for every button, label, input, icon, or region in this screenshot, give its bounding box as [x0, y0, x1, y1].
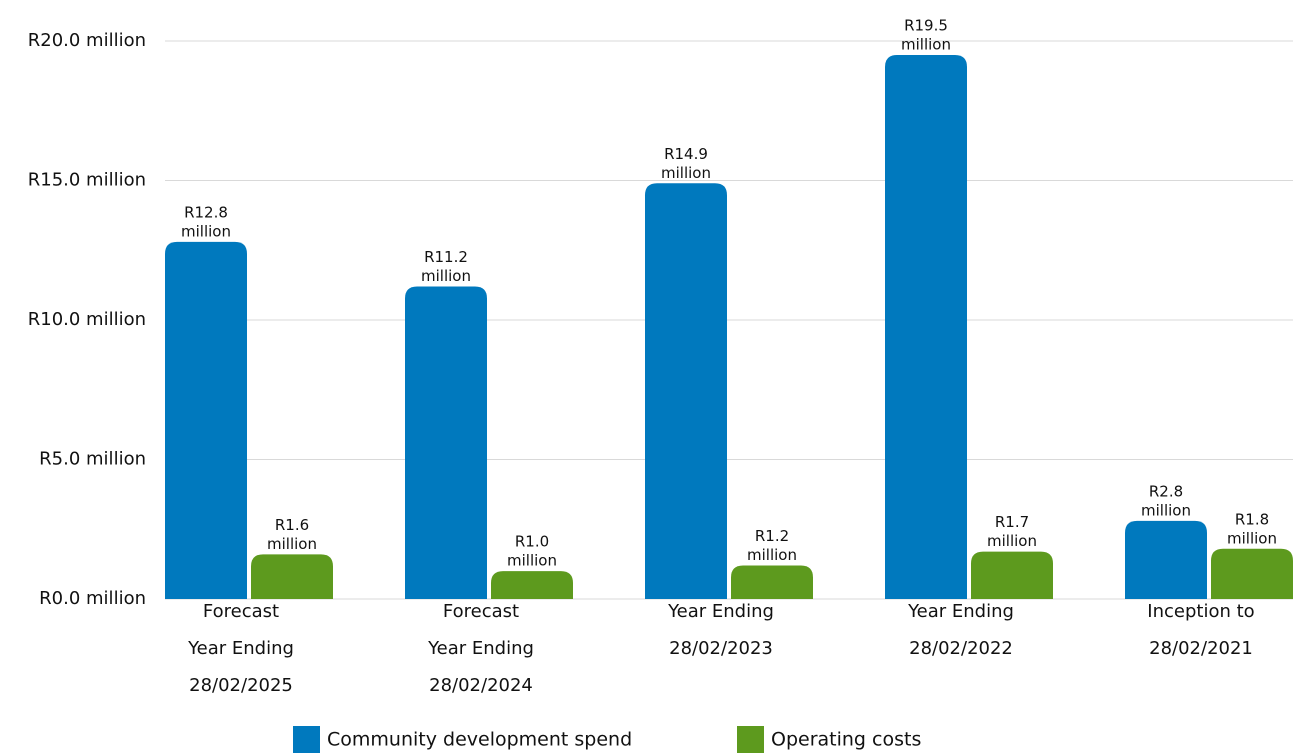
y-tick-label: R5.0 million	[39, 449, 146, 470]
legend-label: Community development spend	[327, 729, 632, 751]
data-label: million	[181, 222, 231, 240]
legend-swatch	[737, 726, 764, 753]
x-tick-label: 28/02/2021	[1149, 638, 1253, 659]
data-label: million	[1141, 501, 1191, 519]
data-label: million	[267, 535, 317, 553]
data-label: R12.8	[184, 203, 228, 221]
data-label: million	[987, 532, 1037, 550]
data-label: R11.2	[424, 248, 468, 266]
data-label: R2.8	[1149, 482, 1183, 500]
bar	[405, 286, 487, 599]
data-label: million	[421, 267, 471, 285]
x-tick-label: 28/02/2023	[669, 638, 773, 659]
legend-swatch	[293, 726, 320, 753]
bar	[251, 554, 333, 599]
bar	[971, 551, 1053, 599]
x-tick-label: Year Ending	[427, 638, 534, 659]
x-tick-label: Forecast	[203, 601, 279, 622]
bar	[1125, 520, 1207, 599]
y-tick-label: R10.0 million	[28, 309, 146, 330]
data-label: R19.5	[904, 16, 948, 34]
data-label: R1.7	[995, 513, 1029, 531]
legend-label: Operating costs	[771, 729, 921, 751]
x-tick-label: 28/02/2024	[429, 675, 533, 696]
data-label: million	[507, 552, 557, 570]
bar	[1211, 548, 1293, 599]
y-tick-label: R20.0 million	[28, 30, 146, 51]
y-tick-label: R0.0 million	[39, 588, 146, 609]
bar	[645, 183, 727, 600]
bar	[731, 565, 813, 599]
bar	[165, 241, 247, 599]
bar	[491, 571, 573, 599]
x-tick-label: 28/02/2022	[909, 638, 1013, 659]
x-tick-label: Inception to	[1147, 601, 1254, 622]
data-label: million	[901, 35, 951, 53]
x-tick-label: Year Ending	[667, 601, 774, 622]
bar	[885, 54, 967, 599]
x-tick-label: Forecast	[443, 601, 519, 622]
data-label: million	[661, 164, 711, 182]
data-label: R14.9	[664, 145, 708, 163]
data-label: R1.0	[515, 533, 549, 551]
data-label: R1.2	[755, 527, 789, 545]
x-tick-label: Year Ending	[187, 638, 294, 659]
y-tick-label: R15.0 million	[28, 170, 146, 191]
x-tick-label: Year Ending	[907, 601, 1014, 622]
x-tick-label: 28/02/2025	[189, 675, 293, 696]
data-label: R1.8	[1235, 510, 1269, 528]
data-label: million	[747, 546, 797, 564]
data-label: million	[1227, 529, 1277, 547]
data-label: R1.6	[275, 516, 309, 534]
